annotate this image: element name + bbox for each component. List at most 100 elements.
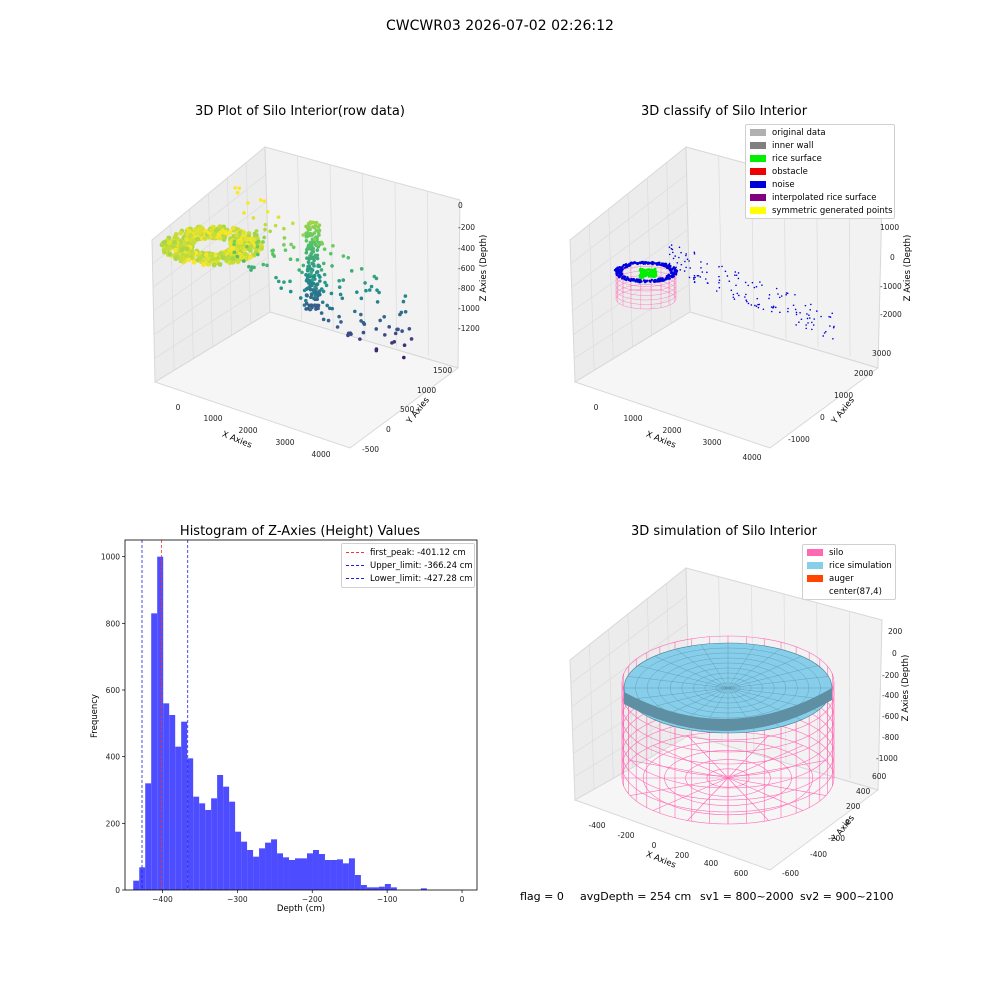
data-point [315, 253, 320, 258]
legend-item-interpolated: interpolated rice surface [746, 191, 894, 204]
panel1-y-tick: -500 [362, 445, 379, 454]
noise-point [618, 266, 621, 269]
data-point [387, 325, 391, 329]
data-point [172, 234, 178, 240]
noise-point [770, 306, 773, 308]
grid-line [427, 191, 429, 357]
noise-point [649, 261, 653, 265]
rice-surface-point [650, 270, 654, 274]
noise-point [805, 327, 807, 330]
noise-point [745, 299, 747, 301]
data-point [403, 294, 408, 298]
histogram-y-label: Frequency [90, 694, 100, 738]
histogram-bar [187, 758, 194, 890]
data-point [205, 261, 211, 267]
data-point [324, 283, 329, 288]
data-point [258, 198, 263, 202]
noise-point [693, 274, 696, 277]
legend-item-first-peak: first_peak: -401.12 cm [342, 546, 474, 559]
noise-point [824, 330, 827, 333]
noise-point [808, 317, 811, 319]
data-point [262, 199, 267, 203]
noise-point [667, 263, 671, 267]
data-point [402, 355, 406, 360]
noise-point [804, 304, 807, 307]
data-point [310, 277, 315, 282]
histogram-x-tick-label: −100 [377, 895, 398, 904]
noise-point [642, 262, 646, 265]
panel4-z-tick: 200 [888, 627, 903, 636]
legend-item-rice-surface: rice surface [746, 152, 894, 165]
data-point [310, 261, 315, 266]
data-point [234, 233, 240, 238]
data-point [291, 221, 295, 226]
noise-point [631, 262, 635, 265]
noise-point [747, 302, 750, 305]
data-point [304, 235, 309, 239]
noise-point [697, 274, 700, 277]
noise-point [759, 281, 761, 283]
noise-point [746, 300, 748, 303]
noise-point [755, 305, 758, 308]
histogram-bar [157, 556, 164, 890]
data-point [268, 229, 272, 234]
noise-point [640, 260, 643, 264]
noise-point [693, 278, 695, 281]
noise-point [745, 293, 747, 296]
histogram-bar [289, 860, 296, 890]
rice-surface-point [638, 275, 642, 279]
data-point [301, 263, 306, 268]
panel4-x-ticks: -400 -200 0 200 400 600 [588, 821, 748, 878]
noise-point [699, 276, 702, 278]
panel1-z-tick: -200 [458, 223, 475, 232]
data-point [355, 290, 359, 294]
silo-spoke [727, 777, 769, 821]
noise-point [762, 308, 765, 311]
data-point [190, 251, 195, 256]
data-point [245, 244, 249, 249]
noise-point [675, 266, 677, 269]
histogram-legend: first_peak: -401.12 cm Upper_limit: -366… [341, 543, 475, 588]
noise-point [810, 303, 812, 306]
data-point [335, 325, 340, 329]
histogram-x-tick-label: −400 [152, 895, 173, 904]
noise-point [822, 335, 825, 337]
noise-point [668, 246, 671, 248]
data-point [218, 251, 223, 257]
noise-point [664, 262, 667, 266]
noise-point [829, 316, 832, 318]
panel2-x-tick: 0 [594, 403, 599, 412]
panel1-x-tick: 3000 [275, 438, 294, 447]
data-point [340, 296, 345, 301]
panel1-y-tick: 500 [400, 405, 415, 414]
data-point [173, 256, 179, 262]
panel4-title: 3D simulation of Silo Interior [631, 524, 817, 539]
silo-spoke [687, 735, 729, 779]
data-point [309, 295, 313, 300]
data-point [214, 227, 220, 233]
histogram-bar [318, 854, 325, 890]
data-point [313, 297, 318, 302]
histogram-y-tick-label: 600 [106, 686, 121, 695]
legend-swatch [750, 155, 766, 162]
data-point [337, 314, 341, 319]
noise-point [761, 284, 763, 286]
noise-point [672, 257, 675, 260]
data-point [400, 329, 404, 333]
noise-point [726, 275, 729, 277]
data-point [295, 258, 300, 262]
panel1-z-tick: -1200 [458, 324, 480, 333]
data-point [276, 215, 281, 219]
data-point [308, 307, 313, 312]
data-point [318, 279, 322, 283]
noise-point [671, 271, 675, 274]
data-point [222, 235, 228, 240]
rice-surface-point [649, 274, 653, 278]
panel4-y-tick: 400 [856, 787, 871, 796]
data-point [232, 242, 236, 247]
panel4-z-tick: -800 [882, 733, 899, 742]
data-point [274, 275, 278, 280]
noise-point [649, 280, 652, 283]
data-point [395, 327, 399, 332]
histogram-bar [139, 867, 146, 890]
